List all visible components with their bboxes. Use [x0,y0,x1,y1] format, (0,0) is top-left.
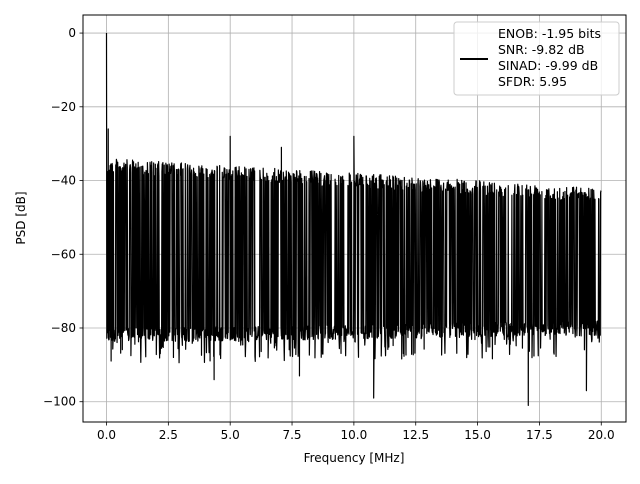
x-tick-label: 2.5 [159,428,178,442]
y-tick-label: −20 [51,100,76,114]
psd-series-line [105,33,602,407]
y-tick-label: 0 [68,26,76,40]
x-tick-label: 20.0 [588,428,615,442]
x-tick-label: 0.0 [97,428,116,442]
x-axis-ticks: 0.0 2.5 5.0 7.5 10.0 12.5 15.0 17.5 20.0 [97,422,615,442]
x-tick-label: 17.5 [526,428,553,442]
legend-box [453,21,620,96]
legend-sfdr: SFDR: 5.95 [498,74,567,89]
plot-area [105,33,602,407]
legend-snr: SNR: -9.82 dB [498,42,585,57]
x-tick-label: 5.0 [221,428,240,442]
legend-sinad: SINAD: -9.99 dB [498,58,598,73]
y-tick-label: −80 [51,321,76,335]
y-tick-label: −100 [43,395,76,409]
x-tick-label: 10.0 [341,428,368,442]
axes-frame [82,14,627,423]
x-tick-label: 7.5 [282,428,301,442]
y-axis-ticks: 0 −20 −40 −60 −80 −100 [43,26,83,409]
y-tick-label: −60 [51,247,76,261]
y-tick-label: −40 [51,174,76,188]
x-tick-label: 12.5 [402,428,429,442]
x-tick-label: 15.0 [464,428,491,442]
legend-enob: ENOB: -1.95 bits [498,26,601,41]
x-axis-label: Frequency [MHz] [304,451,405,465]
y-axis-label: PSD [dB] [14,191,28,244]
legend: ENOB: -1.95 bits SNR: -9.82 dB SINAD: -9… [453,21,620,96]
